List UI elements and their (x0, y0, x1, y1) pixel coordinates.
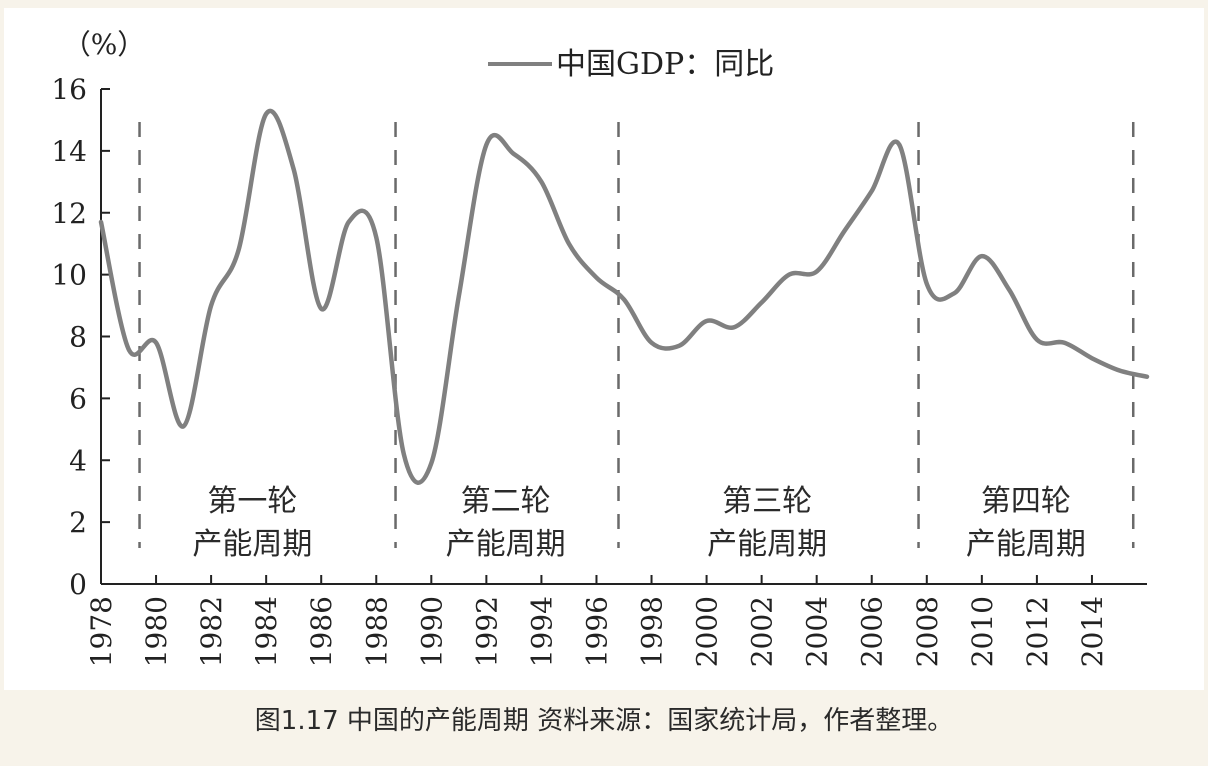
x-tick-label: 2004 (801, 596, 834, 667)
cycle-label-line1: 第三轮 (722, 484, 812, 519)
cycle-label-line1: 第四轮 (981, 484, 1071, 519)
x-tick-label: 2008 (911, 596, 944, 667)
y-tick-label: 14 (51, 135, 87, 168)
cycle-label-line1: 第二轮 (461, 484, 551, 519)
x-tick-label: 1984 (250, 596, 283, 667)
cycle-label-line2: 产能周期 (707, 527, 827, 562)
figure-caption: 图1.17 中国的产能周期 资料来源：国家统计局，作者整理。 (254, 706, 954, 736)
y-tick-label: 2 (69, 506, 87, 539)
y-tick-label: 0 (69, 568, 87, 601)
series-line-gdp-yoy (98, 108, 1150, 485)
y-axis-label: （%） (63, 28, 146, 61)
x-tick-label: 1990 (415, 596, 448, 667)
x-tick-label: 1986 (305, 596, 338, 667)
legend: 中国GDP：同比 (488, 47, 774, 82)
y-tick-label: 8 (69, 321, 87, 354)
y-tick-label: 12 (51, 197, 87, 230)
x-tick-label: 2002 (746, 596, 779, 667)
gdp-growth-line-chart: （%） 中国GDP：同比 0 2 4 6 8 10 12 14 16 1978 1980 1982 19… (51, 28, 1150, 667)
chart-frame: （%） 中国GDP：同比 0 2 4 6 8 10 12 14 16 1978 1980 1982 19… (4, 8, 1204, 690)
x-tick-label: 1996 (580, 596, 613, 667)
series-layer (98, 108, 1150, 485)
x-tick-label: 2000 (691, 596, 724, 667)
y-tick-label: 16 (51, 73, 87, 106)
x-tick-label: 1982 (195, 596, 228, 667)
x-tick-label: 1992 (470, 596, 503, 667)
x-tick-label: 1988 (360, 596, 393, 667)
x-tick-label: 1994 (525, 596, 558, 667)
x-tick-label: 2014 (1076, 596, 1109, 667)
x-tick-label: 2010 (966, 596, 999, 667)
y-tick-label: 6 (69, 382, 87, 415)
x-tick-label: 1980 (140, 596, 173, 667)
x-tick-label: 1998 (636, 596, 669, 667)
y-tick-label: 10 (51, 259, 87, 292)
cycle-label-line2: 产能周期 (966, 527, 1086, 562)
cycle-label-line2: 产能周期 (192, 527, 312, 562)
x-tick-label: 2006 (856, 596, 889, 667)
y-tick-label: 4 (69, 444, 87, 477)
x-tick-label: 1978 (85, 596, 118, 667)
axes: 0 2 4 6 8 10 12 14 16 1978 1980 1982 1984 1986 1988 199… (51, 73, 1147, 667)
legend-label: 中国GDP：同比 (556, 47, 774, 82)
cycle-label-line1: 第一轮 (207, 484, 297, 519)
cycle-label-line2: 产能周期 (446, 527, 566, 562)
cycle-dividers (138, 122, 1135, 548)
x-tick-label: 2012 (1021, 596, 1054, 667)
